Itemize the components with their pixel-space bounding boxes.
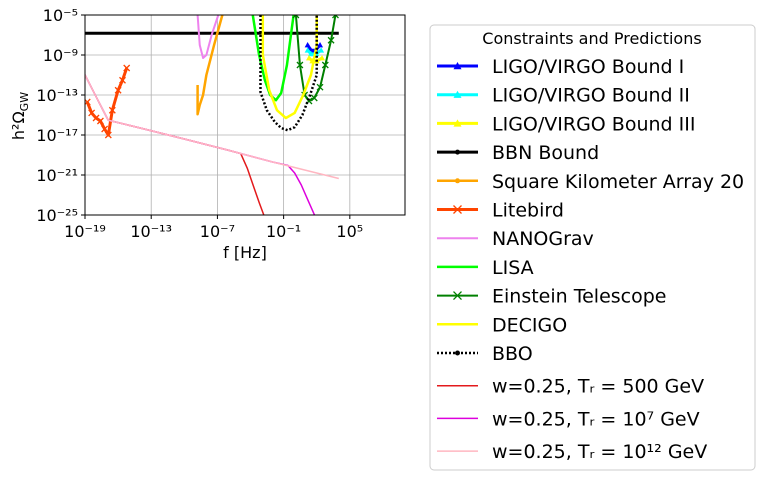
marker bbox=[123, 64, 131, 72]
x-axis-label: f [Hz] bbox=[223, 243, 267, 262]
marker bbox=[453, 205, 462, 214]
y-tick-label: 10⁻¹³ bbox=[36, 86, 78, 105]
marker bbox=[332, 15, 339, 19]
marker bbox=[92, 114, 100, 122]
legend-label: BBO bbox=[492, 343, 533, 365]
marker bbox=[96, 117, 104, 125]
x-tick-label: 10⁻¹³ bbox=[130, 222, 172, 241]
x-tick-label: 10⁻⁷ bbox=[200, 222, 235, 241]
legend-label: Einstein Telescope bbox=[492, 286, 666, 308]
plot-lines bbox=[85, 15, 339, 215]
y-tick-label: 10⁻²⁵ bbox=[36, 206, 78, 225]
x-tick-label: 10⁻¹⁹ bbox=[64, 222, 106, 241]
legend-label: Square Kilometer Array 20 bbox=[492, 171, 744, 193]
series-line bbox=[196, 15, 224, 116]
y-tick-label: 10⁻⁵ bbox=[43, 6, 78, 25]
marker bbox=[108, 106, 116, 114]
y-tick-label: 10⁻²¹ bbox=[36, 166, 78, 185]
marker bbox=[455, 350, 460, 356]
y-axis-label: h²ΩGW bbox=[9, 92, 31, 140]
marker bbox=[307, 50, 314, 57]
legend-label: DECIGO bbox=[492, 314, 567, 336]
legend-label: BBN Bound bbox=[492, 142, 599, 164]
legend-label: LISA bbox=[492, 257, 534, 279]
marker bbox=[104, 131, 112, 139]
y-tick-label: 10⁻⁹ bbox=[43, 46, 78, 65]
series-line bbox=[306, 44, 322, 52]
series-line bbox=[261, 15, 318, 120]
marker bbox=[304, 47, 311, 53]
marker bbox=[310, 94, 318, 102]
marker bbox=[455, 149, 460, 155]
marker bbox=[453, 90, 462, 98]
marker bbox=[304, 42, 311, 48]
series-line bbox=[85, 74, 339, 180]
marker bbox=[318, 47, 325, 53]
legend: LIGO/VIRGO Bound I LIGO/VIRGO Bound II LIG… bbox=[437, 56, 744, 463]
series-line bbox=[196, 15, 220, 60]
x-tick-label: 10⁻¹ bbox=[266, 222, 301, 241]
legend-label: LIGO/VIRGO Bound III bbox=[492, 113, 695, 135]
legend-label: w=0.25, Tᵣ = 500 GeV bbox=[492, 376, 704, 398]
marker bbox=[119, 76, 126, 84]
x-tick-label: 10⁵ bbox=[336, 222, 363, 241]
marker bbox=[321, 61, 329, 69]
series-line bbox=[259, 15, 318, 132]
marker bbox=[296, 61, 304, 69]
legend-label: LIGO/VIRGO Bound I bbox=[492, 56, 684, 78]
marker bbox=[453, 119, 462, 127]
marker bbox=[101, 125, 109, 133]
legend-label: LIGO/VIRGO Bound II bbox=[492, 85, 690, 107]
marker bbox=[306, 55, 313, 61]
y-tick-label: 10⁻¹⁷ bbox=[36, 126, 78, 145]
legend-title: Constraints and Predictions bbox=[482, 29, 701, 48]
axes: 10⁻¹⁹ 10⁻¹³ 10⁻⁷ 10⁻¹ 10⁵ 10⁻²⁵ 10⁻²¹ 10⁻¹⁷ 10⁻¹… bbox=[36, 6, 363, 241]
legend-box bbox=[429, 24, 756, 471]
legend-label: Litebird bbox=[492, 200, 564, 222]
marker bbox=[327, 36, 335, 44]
marker bbox=[292, 15, 300, 19]
marker bbox=[453, 62, 462, 70]
legend-label: NANOGrav bbox=[492, 228, 594, 250]
marker bbox=[318, 55, 325, 61]
plot-frame bbox=[84, 14, 406, 216]
legend-label: w=0.25, Tᵣ = 10⁷ GeV bbox=[492, 408, 700, 430]
marker bbox=[317, 42, 324, 48]
legend-label: w=0.25, Tᵣ = 10¹² GeV bbox=[492, 441, 707, 463]
marker bbox=[453, 291, 462, 301]
marker bbox=[455, 178, 460, 184]
marker bbox=[114, 86, 122, 94]
marker bbox=[316, 83, 324, 91]
